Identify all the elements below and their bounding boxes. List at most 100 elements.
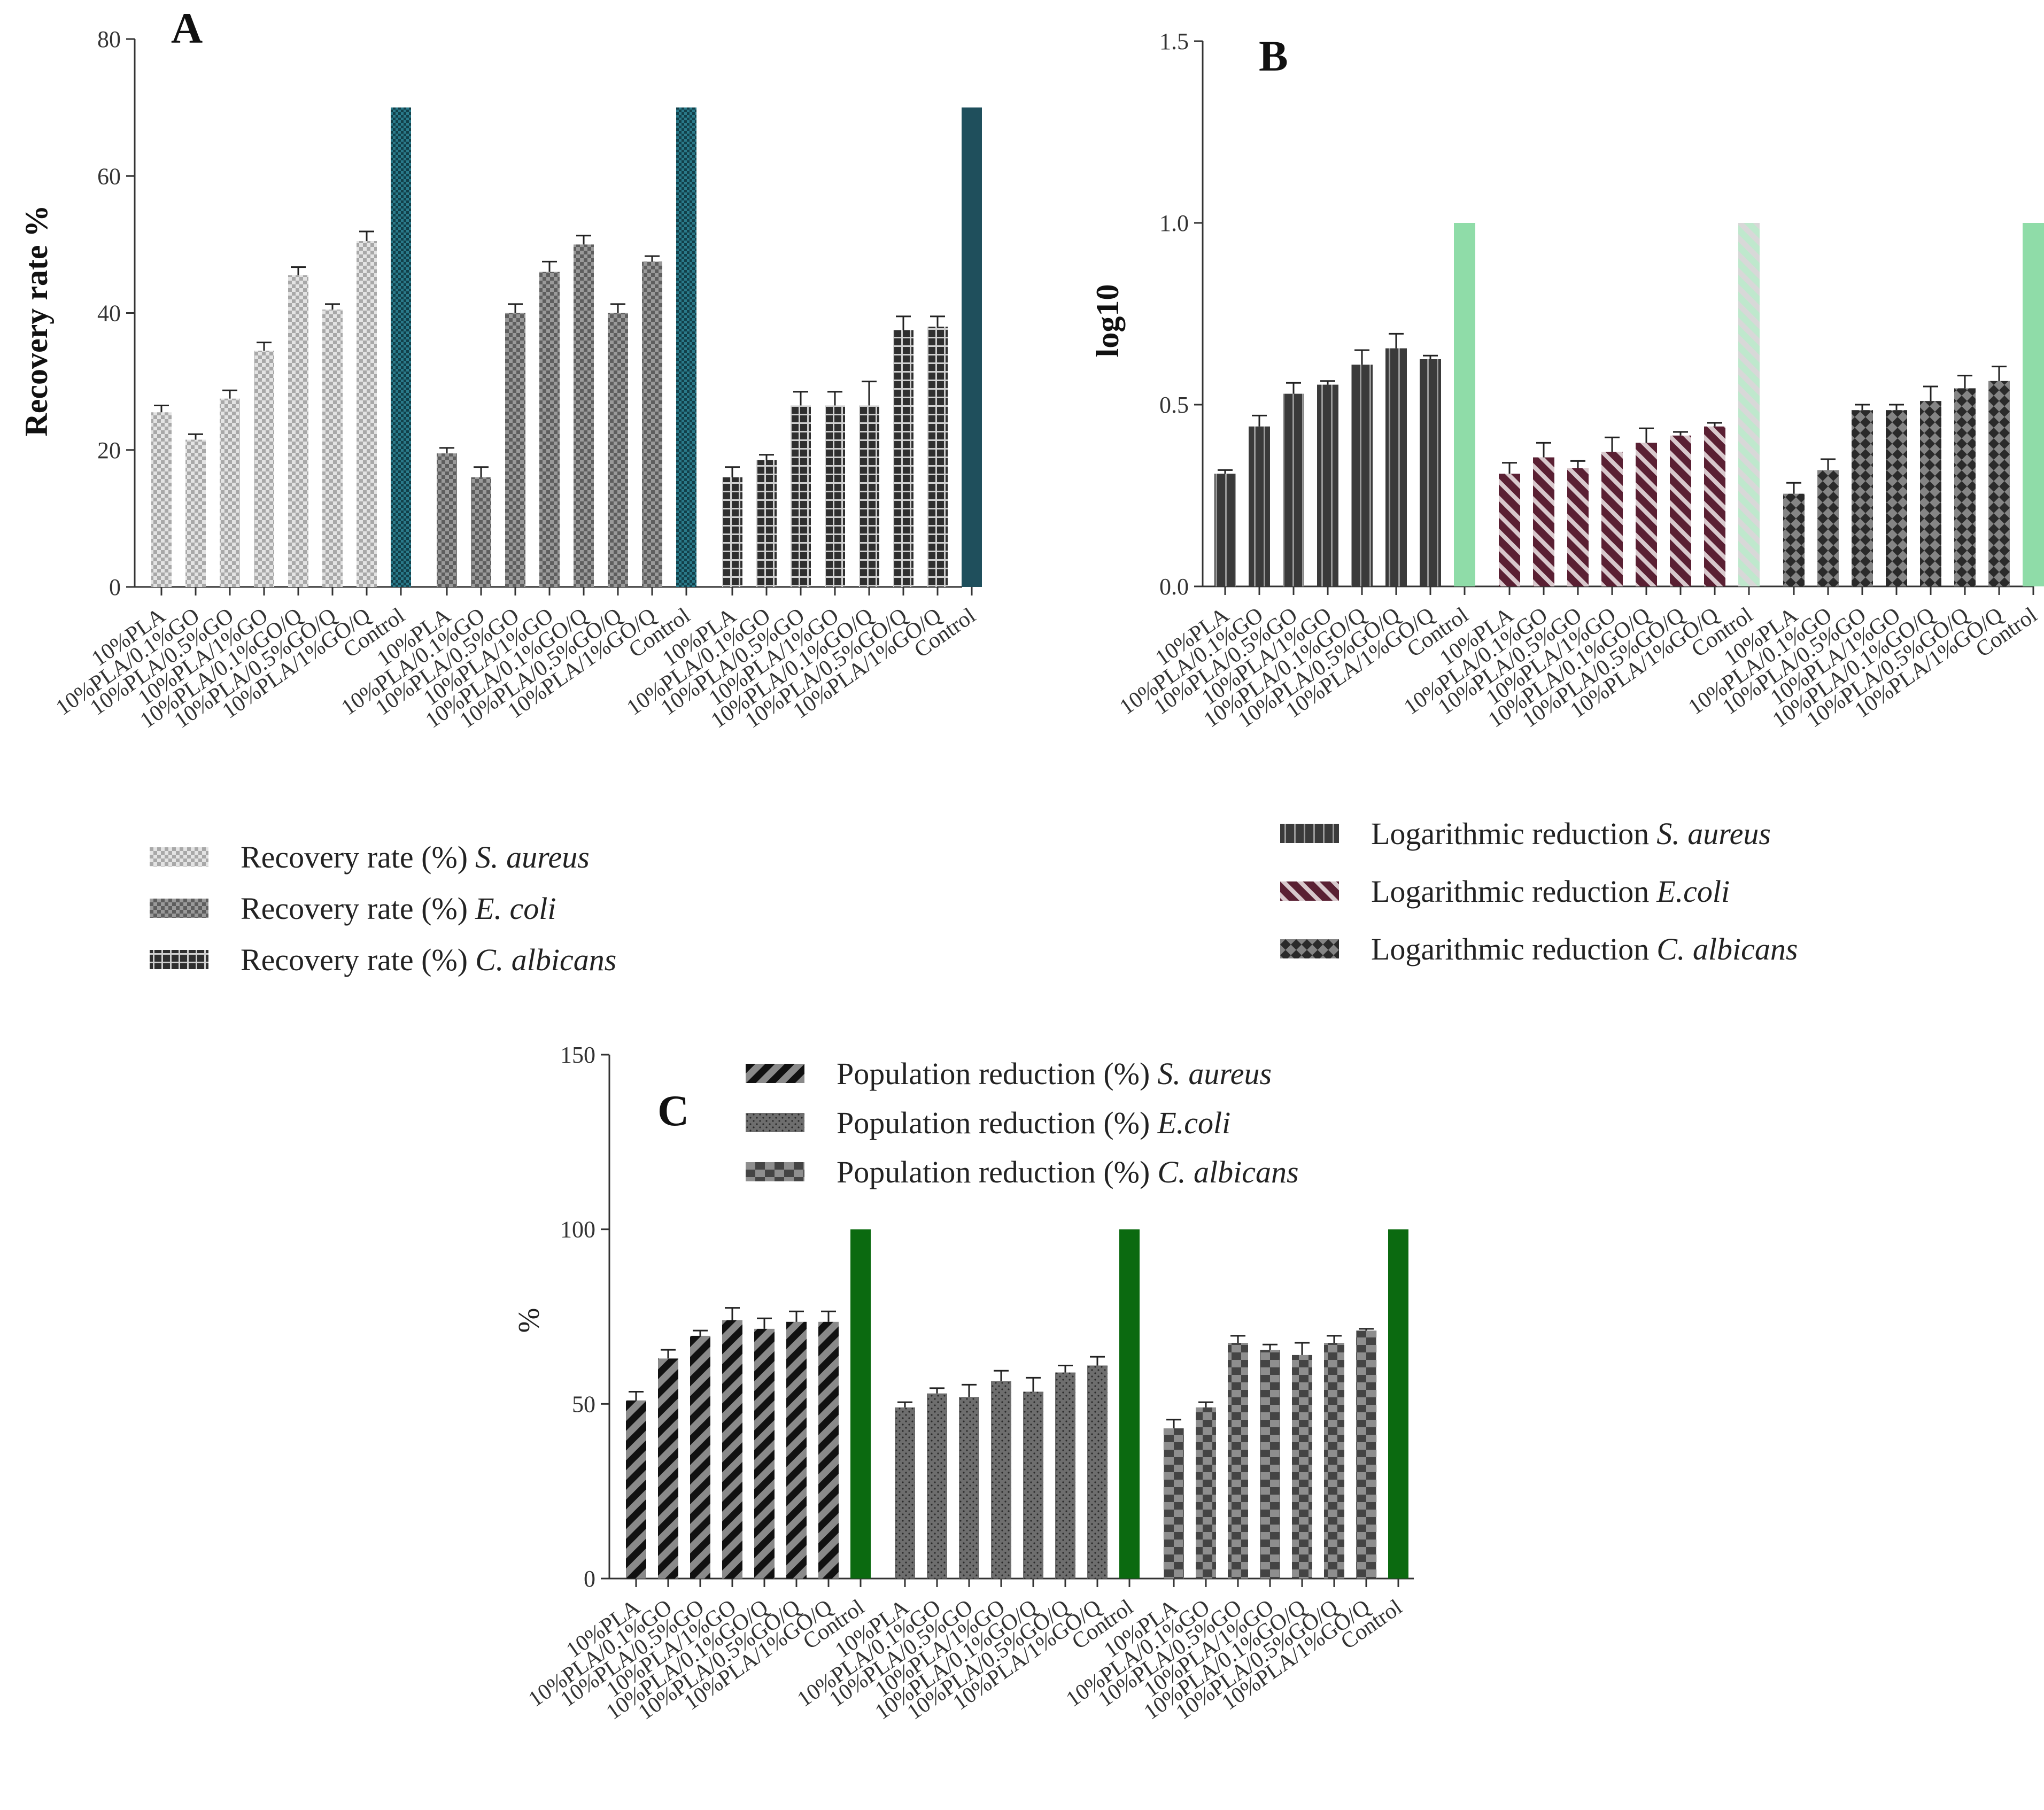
chart-c-bar-e-coli-10-pla-1-go-q <box>1087 1365 1108 1579</box>
chart-b-bar-c-albicans-10-pla-1-go <box>1886 410 1907 586</box>
chart-c-bar-s-aureus-10-pla-0-1-go <box>658 1358 678 1579</box>
legend-b-label-e-coli: Logarithmic reduction <box>1371 873 1650 909</box>
chart-c-y-tick-label: 50 <box>572 1391 595 1417</box>
chart-c-bar-c-albicans-10-pla-0-5-go <box>1228 1343 1248 1579</box>
chart-b-y-tick-label: 0.5 <box>1159 392 1189 418</box>
legend-a-organism-c-albicans: C. albicans <box>475 942 617 977</box>
chart-b-bar-s-aureus-10-pla-0-1-go <box>1249 426 1270 586</box>
chart-a-plot: 02040608010%PLA10%PLA/0.1%GO10%PLA/0.5%G… <box>51 26 982 733</box>
chart-a-bar-c-albicans-10-pla-0-5-go <box>791 405 811 587</box>
legend-c-swatch-s-aureus <box>746 1064 804 1083</box>
legend-b-item-s-aureus: Logarithmic reduction S. aureus <box>1280 805 1798 862</box>
chart-a-bar-s-aureus-10-pla-0-5-go <box>220 398 240 587</box>
chart-a-y-tick-label: 80 <box>97 26 121 52</box>
chart-a-bar-e-coli-10-pla-0-5-go <box>505 313 525 587</box>
chart-b-bar-c-albicans-10-pla-1-go-q <box>1988 381 2010 586</box>
chart-a-ylabel: Recovery rate % <box>19 205 54 436</box>
panel-b: 0.0 0.5 1.0 1.5 10%PLA 10%PLA/0.1%GO 10%PLA/0.… <box>1048 0 2044 834</box>
chart-a-bar-s-aureus-control <box>391 107 411 587</box>
legend-b: Logarithmic reduction S. aureus Logarith… <box>1280 805 1798 978</box>
chart-a-bar-c-albicans-10-pla-1-go <box>825 405 845 587</box>
chart-b-bar-e-coli-10-pla-0-1-go-q <box>1636 443 1657 586</box>
legend-b-swatch-c-albicans <box>1280 939 1339 958</box>
chart-b-bar-c-albicans-10-pla-0-5-go-q <box>1954 388 1976 586</box>
chart-a-panel-label: A <box>171 4 203 52</box>
chart-b-y-tick-label: 1.5 <box>1159 28 1189 55</box>
legend-a-label-s-aureus: Recovery rate (%) <box>241 839 468 875</box>
chart-b-y-tick-label: 1.0 <box>1159 210 1189 236</box>
legend-a-organism-e-coli: E. coli <box>475 891 556 926</box>
chart-c-y-tick-label: 100 <box>560 1217 595 1243</box>
chart-b-bar-s-aureus-10-pla-0-5-go <box>1283 393 1304 586</box>
legend-c-item-s-aureus: Population reduction (%) S. aureus <box>746 1049 1299 1098</box>
legend-c-item-e-coli: Population reduction (%) E.coli <box>746 1098 1299 1147</box>
chart-b-bar-e-coli-10-pla-1-go <box>1601 452 1623 586</box>
chart-b-bar-e-coli-10-pla-0-5-go <box>1567 468 1589 586</box>
legend-a: Recovery rate (%) S. aureus Recovery rat… <box>150 831 616 985</box>
legend-a-item-e-coli: Recovery rate (%) E. coli <box>150 883 616 934</box>
chart-c-bar-c-albicans-10-pla-0-1-go-q <box>1292 1355 1312 1579</box>
legend-b-swatch-s-aureus <box>1280 824 1339 843</box>
chart-a-bar-s-aureus-10-pla-0-1-go <box>185 439 206 587</box>
chart-b-bar-c-albicans-10-pla-0-1-go-q <box>1920 401 1941 586</box>
chart-b-bar-e-coli-10-pla-0-5-go-q <box>1670 435 1691 586</box>
chart-b-bar-c-albicans-control <box>2023 223 2044 586</box>
chart-a-bar-e-coli-10-pla-0-5-go-q <box>608 313 628 587</box>
chart-c-bar-c-albicans-10-pla <box>1164 1428 1184 1579</box>
legend-a-label-c-albicans: Recovery rate (%) <box>241 942 468 977</box>
legend-a-swatch-s-aureus <box>150 847 208 867</box>
chart-c-bar-s-aureus-10-pla-1-go <box>722 1320 742 1579</box>
chart-c-ylabel: % <box>513 1308 546 1333</box>
chart-b-bar-e-coli-10-pla-1-go-q <box>1704 426 1725 586</box>
chart-b-bar-c-albicans-10-pla <box>1783 493 1805 586</box>
chart-b-bar-s-aureus-control <box>1454 223 1475 586</box>
chart-c-bar-c-albicans-control <box>1388 1229 1408 1579</box>
chart-a-svg: 02040608010%PLA10%PLA/0.1%GO10%PLA/0.5%G… <box>19 4 982 733</box>
legend-a-swatch-e-coli <box>150 899 208 918</box>
chart-b-bar-c-albicans-10-pla-0-1-go <box>1817 470 1839 586</box>
legend-c-organism-e-coli: E.coli <box>1157 1105 1231 1140</box>
chart-c-panel-label: C <box>657 1086 689 1135</box>
chart-c-bar-c-albicans-10-pla-1-go-q <box>1356 1331 1376 1579</box>
legend-b-label-s-aureus: Logarithmic reduction <box>1371 816 1650 851</box>
legend-b-swatch-e-coli <box>1280 881 1339 901</box>
chart-c-bar-e-coli-10-pla-0-5-go-q <box>1055 1372 1075 1579</box>
chart-a-bar-e-coli-10-pla-1-go <box>539 272 560 587</box>
chart-c-bar-c-albicans-10-pla-0-5-go-q <box>1324 1343 1344 1579</box>
legend-a-item-c-albicans: Recovery rate (%) C. albicans <box>150 934 616 985</box>
chart-b-y-tick-label: 0.0 <box>1159 574 1189 600</box>
chart-c-bar-e-coli-10-pla-0-1-go-q <box>1023 1391 1043 1579</box>
chart-b-bar-s-aureus-10-pla <box>1214 474 1236 586</box>
chart-b-bar-s-aureus-10-pla-1-go-q <box>1420 359 1441 586</box>
legend-b-item-c-albicans: Logarithmic reduction C. albicans <box>1280 920 1798 978</box>
chart-a-bar-e-coli-10-pla-0-1-go <box>471 477 491 587</box>
panel-a: 0 20 40 60 80 10%PLA 10%PLA/0.1%GO 10%PLA/0.5%G… <box>0 0 994 834</box>
chart-a-bar-c-albicans-control <box>962 107 982 587</box>
chart-a-bar-c-albicans-10-pla-0-5-go-q <box>893 330 913 587</box>
chart-a-y-tick-label: 20 <box>97 437 121 463</box>
chart-c-bar-e-coli-10-pla-0-5-go <box>959 1397 979 1579</box>
chart-a-y-tick-label: 60 <box>97 163 121 189</box>
chart-a-bar-s-aureus-10-pla-0-1-go-q <box>288 275 308 587</box>
legend-c-label-s-aureus: Population reduction (%) <box>837 1056 1150 1091</box>
chart-b-panel-label: B <box>1259 32 1288 80</box>
chart-a-bar-e-coli-10-pla-1-go-q <box>642 261 662 587</box>
legend-c-organism-c-albicans: C. albicans <box>1157 1154 1299 1189</box>
legend-a-swatch-c-albicans <box>150 950 208 969</box>
chart-c-svg: 05010015010%PLA10%PLA/0.1%GO10%PLA/0.5%G… <box>513 1042 1414 1725</box>
chart-b-svg: 0.00.51.01.510%PLA10%PLA/0.1%GO10%PLA/0.… <box>1090 28 2044 733</box>
chart-c-bar-s-aureus-10-pla-1-go-q <box>818 1321 839 1579</box>
chart-a-bar-e-coli-control <box>676 107 696 587</box>
chart-a-bar-c-albicans-10-pla-0-1-go <box>756 460 777 587</box>
chart-c-y-tick-label: 0 <box>584 1566 595 1592</box>
chart-c-bar-c-albicans-10-pla-1-go <box>1260 1350 1280 1579</box>
legend-b-organism-e-coli: E.coli <box>1656 873 1730 909</box>
legend-c: Population reduction (%) S. aureus Popul… <box>746 1049 1299 1196</box>
chart-b-bar-s-aureus-10-pla-0-1-go-q <box>1351 365 1373 586</box>
chart-c-bar-s-aureus-10-pla <box>626 1400 646 1579</box>
chart-b-bar-s-aureus-10-pla-1-go <box>1317 384 1338 586</box>
chart-a-bar-s-aureus-10-pla-0-5-go-q <box>322 310 343 587</box>
chart-b-bar-c-albicans-10-pla-0-5-go <box>1852 410 1873 586</box>
legend-c-organism-s-aureus: S. aureus <box>1157 1056 1272 1091</box>
chart-a-y-tick-label: 0 <box>109 574 121 600</box>
